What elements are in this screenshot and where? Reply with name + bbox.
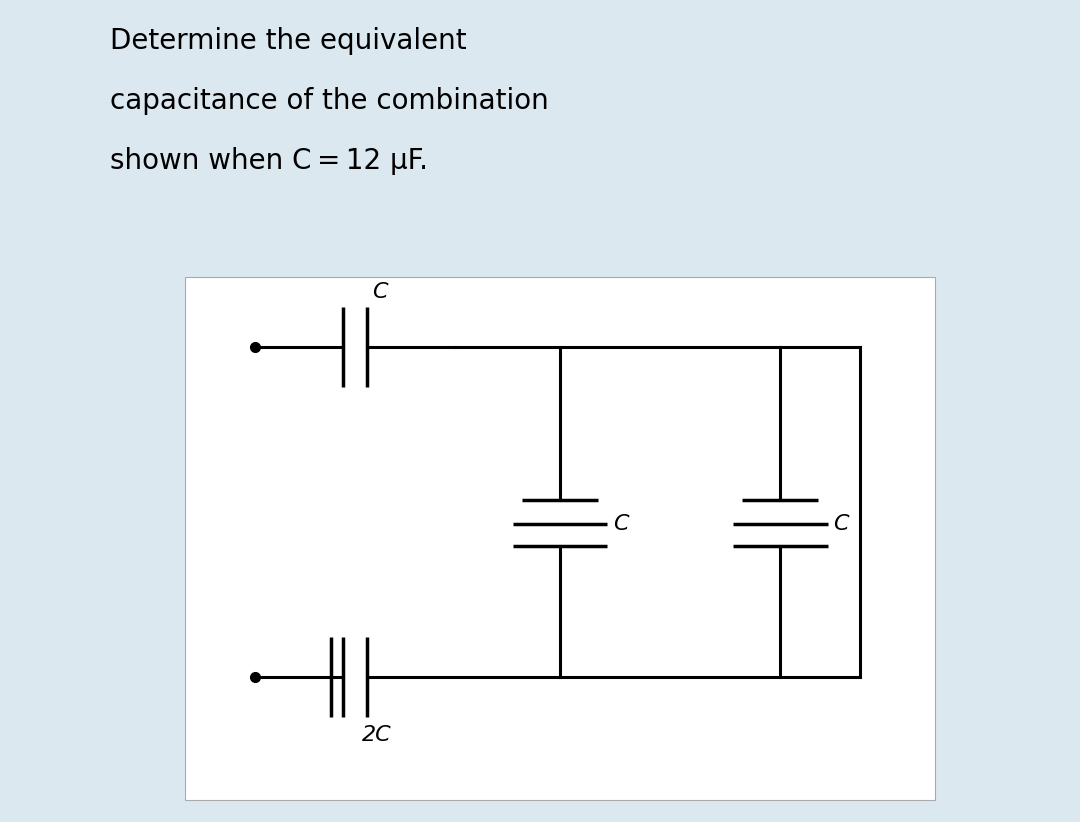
Text: C: C xyxy=(372,282,388,302)
Text: capacitance of the combination: capacitance of the combination xyxy=(110,87,549,115)
Text: C: C xyxy=(613,514,629,534)
Text: shown when C = 12 μF.: shown when C = 12 μF. xyxy=(110,147,428,175)
Text: C: C xyxy=(834,514,849,534)
Bar xyxy=(185,277,935,800)
Text: Determine the equivalent: Determine the equivalent xyxy=(110,27,467,55)
Text: 2C: 2C xyxy=(362,725,392,745)
